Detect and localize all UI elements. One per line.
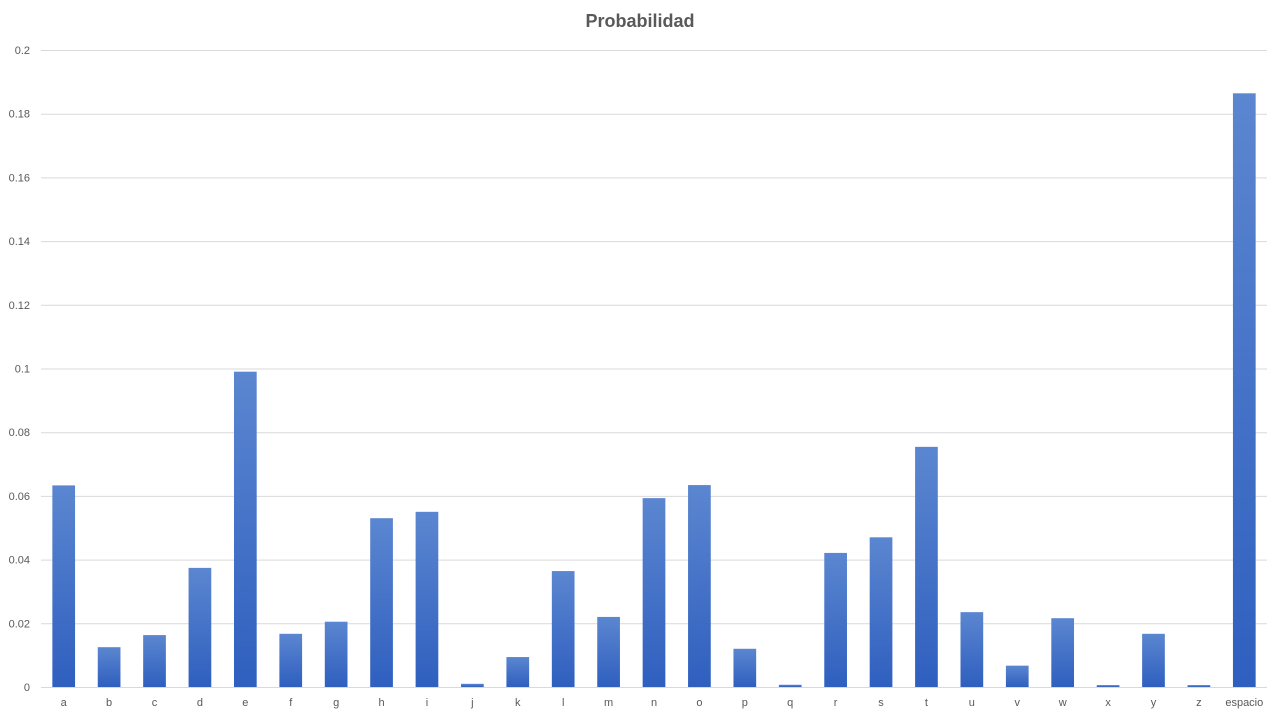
x-tick-label-z: z (1196, 697, 1202, 709)
x-tick-label-j: j (470, 697, 473, 709)
bar-h (370, 518, 393, 687)
x-tick-label-l: l (562, 697, 564, 709)
x-tick-label-p: p (742, 697, 748, 709)
y-tick-label: 0.18 (9, 109, 30, 121)
x-tick-label-r: r (834, 697, 838, 709)
y-tick-label: 0.16 (9, 172, 30, 184)
x-tick-label-c: c (152, 697, 158, 709)
x-tick-label-h: h (378, 697, 384, 709)
y-tick-label: 0.12 (9, 300, 30, 312)
bars (52, 93, 1256, 688)
x-tick-label-espacio: espacio (1225, 697, 1263, 709)
bar-p (733, 648, 757, 687)
x-tick-label-u: u (969, 697, 975, 709)
bar-u (960, 612, 984, 687)
bar-n (642, 498, 666, 687)
bar-x (1096, 685, 1120, 687)
y-tick-label: 0.08 (9, 427, 30, 439)
x-tick-label-m: m (604, 697, 613, 709)
bar-g (324, 621, 348, 687)
bar-b (97, 647, 121, 687)
bar-v (1005, 665, 1029, 687)
bar-a (52, 485, 76, 687)
x-tick-label-t: t (925, 697, 928, 709)
y-tick-label: 0.14 (9, 236, 30, 248)
bar-k (506, 657, 530, 687)
x-tick-label-v: v (1015, 697, 1021, 709)
bar-c (143, 635, 166, 687)
bar-q (778, 684, 802, 687)
x-tick-label-q: q (787, 697, 793, 709)
x-tick-label-f: f (289, 697, 293, 709)
y-tick-label: 0 (24, 682, 30, 694)
x-tick-label-k: k (515, 697, 521, 709)
x-tick-label-g: g (333, 697, 339, 709)
bar-y (1142, 633, 1165, 687)
bar-i (415, 511, 439, 687)
bar-t (915, 446, 938, 687)
y-tick-label: 0.04 (9, 555, 30, 567)
bar-l (551, 571, 575, 687)
x-tick-label-e: e (242, 697, 248, 709)
bar-espacio (1232, 93, 1256, 688)
x-tick-label-a: a (61, 697, 68, 709)
bar-e (233, 371, 257, 687)
y-tick-label: 0.02 (9, 618, 30, 630)
y-tick-label: 0.2 (15, 45, 30, 57)
x-axis-ticks: a b c d e f g h i j k l m n o p q r s t u v w x y z espacio (61, 697, 1264, 709)
x-tick-label-y: y (1151, 697, 1157, 709)
x-tick-label-i: i (426, 697, 428, 709)
x-tick-label-w: w (1058, 697, 1067, 709)
bar-f (279, 633, 303, 687)
x-tick-label-b: b (106, 697, 112, 709)
y-tick-label: 0.1 (15, 364, 30, 376)
x-tick-label-s: s (878, 697, 884, 709)
bar-o (688, 485, 711, 687)
x-tick-label-d: d (197, 697, 203, 709)
bar-m (597, 616, 620, 687)
x-tick-label-x: x (1105, 697, 1111, 709)
bar-s (869, 537, 893, 687)
bar-r (824, 552, 847, 687)
x-tick-label-n: n (651, 697, 657, 709)
y-axis-ticks: 0 0.02 0.04 0.06 0.08 0.1 0.12 0.14 0.16 0.18 0.2 (9, 45, 30, 694)
bar-w (1051, 618, 1075, 687)
bar-z (1187, 685, 1211, 687)
bar-d (188, 567, 212, 687)
chart-title: Probabilidad (585, 11, 694, 31)
bar-j (461, 683, 484, 687)
x-tick-label-o: o (696, 697, 702, 709)
y-tick-label: 0.06 (9, 491, 30, 503)
